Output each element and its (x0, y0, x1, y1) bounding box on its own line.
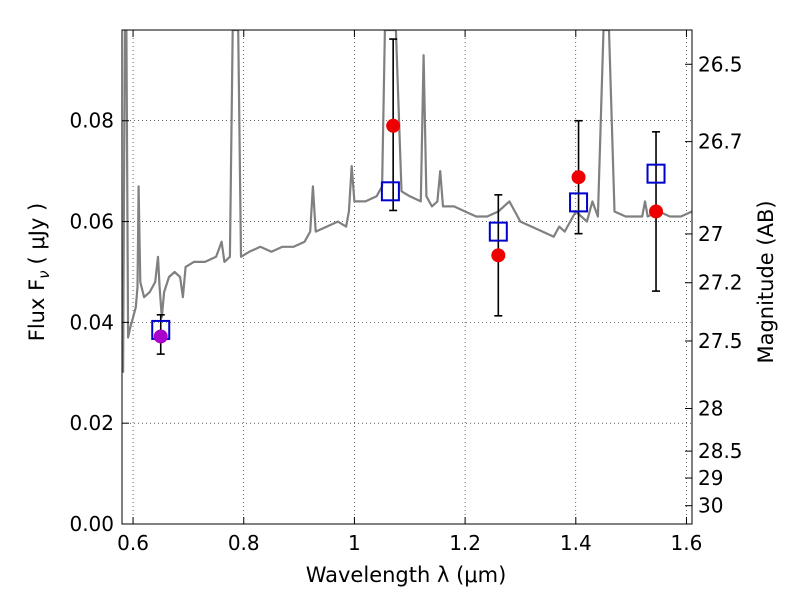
observed-circle-layer (153, 118, 664, 344)
model-square-marker (488, 221, 508, 242)
grid-layer (122, 30, 692, 525)
x-tick-label: 0.6 (117, 531, 149, 555)
y-axis-label-subscript: ν (35, 270, 53, 278)
spectrum-line (122, 30, 692, 373)
mag-tick-label: 26.5 (698, 52, 743, 76)
mag-tick-label: 29 (698, 466, 723, 490)
mag-tick-label: 28 (698, 397, 723, 421)
model-square-layer (151, 163, 666, 340)
mag-tick-label: 27.5 (698, 329, 743, 353)
y-axis-label-unit: ( μJy ) (25, 203, 49, 265)
y2-axis-label: Magnitude (AB) (754, 200, 778, 363)
y-tick-label: 0.02 (69, 411, 114, 435)
mag-tick-label: 30 (698, 494, 723, 518)
x-tick-label: 1.4 (560, 531, 592, 555)
y-tick-label: 0.06 (69, 210, 114, 234)
y-axis-label-main: Flux F (25, 279, 49, 341)
observed-circle-marker (571, 170, 586, 185)
plot-frame (121, 29, 693, 525)
y-tick-label: 0.00 (69, 512, 114, 536)
observed-circle-marker (491, 248, 506, 263)
x-tick-label: 1 (348, 531, 361, 555)
x-tick-label: 1.6 (671, 531, 703, 555)
y-tick-label: 0.08 (69, 109, 114, 133)
observed-circle-marker (386, 118, 401, 133)
observed-circle-marker (649, 204, 664, 219)
x-tick-label: 0.8 (228, 531, 260, 555)
spectrum-layer (122, 30, 692, 373)
mag-tick-label: 28.5 (698, 439, 743, 463)
mag-tick-label: 26.7 (698, 130, 743, 154)
tick-layer: 0.6 0.8 1 1.2 1.4 1.6 0.00 0.02 0.04 0.06 0.08 26.5… (69, 30, 743, 555)
model-square-marker (569, 192, 589, 213)
x-tick-label: 1.2 (449, 531, 481, 555)
y-axis-label: Flux Fν ( μJy ) (25, 203, 53, 342)
model-square-marker (380, 181, 400, 202)
model-square-marker (646, 163, 666, 184)
x-axis-label: Wavelength λ (μm) (306, 563, 507, 587)
mag-tick-label: 27 (698, 222, 723, 246)
observed-circle-marker (153, 329, 168, 344)
mag-tick-label: 27.2 (698, 271, 743, 295)
y-tick-label: 0.04 (69, 310, 114, 334)
